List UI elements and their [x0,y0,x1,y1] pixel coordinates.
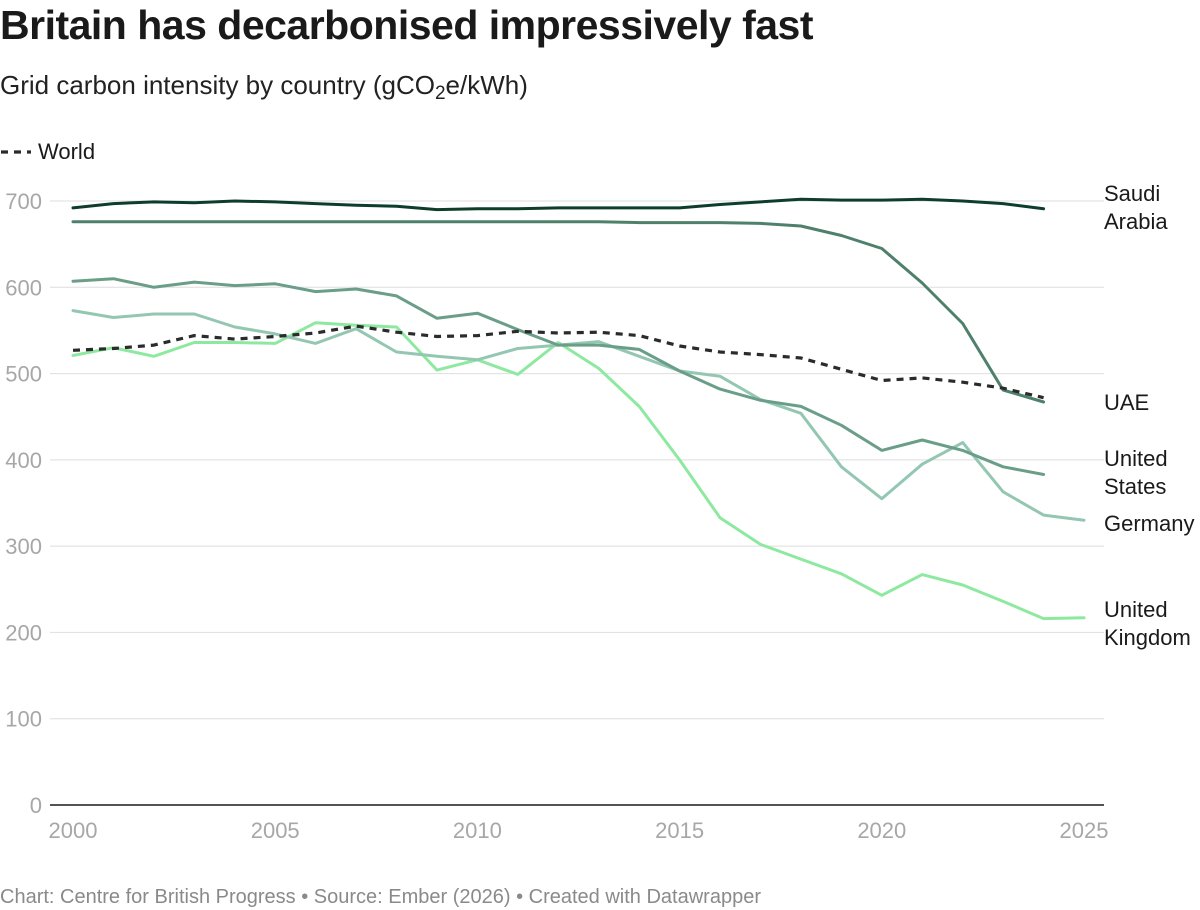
y-tick-label-700: 700 [5,189,42,214]
y-tick-label-300: 300 [5,534,42,559]
chart-title: Britain has decarbonised impressively fa… [0,2,814,48]
subtitle-subscript: 2 [434,83,446,104]
y-tick-label-100: 100 [5,707,42,732]
y-axis-ticks: 0 100 200 300 400 500 600 700 [5,189,42,818]
series-line-united-kingdom [71,321,1086,621]
series-line-saudi-arabia [71,197,1046,212]
chart-subtitle: Grid carbon intensity by country (gCO2e/… [0,70,528,104]
x-tick-label-2015: 2015 [655,818,704,843]
end-label-uae: UAE [1104,390,1149,415]
end-label-saudi-arabia: Saudi Arabia [1104,181,1168,234]
series-line-world [72,324,1044,400]
chart-footer: Chart: Centre for British Progress • Sou… [0,886,761,908]
end-label-united-kingdom: United Kingdom [1104,597,1191,650]
y-tick-label-600: 600 [5,275,42,300]
x-tick-label-2000: 2000 [49,818,98,843]
y-tick-label-500: 500 [5,362,42,387]
x-tick-label-2010: 2010 [453,818,502,843]
legend-label-world: World [38,139,96,164]
legend-dashed-line-icon [1,150,31,154]
end-label-united-states: United States [1104,446,1168,499]
series-line-uae [71,220,1046,404]
gridlines [50,200,1104,806]
y-tick-label-400: 400 [5,448,42,473]
y-tick-label-0: 0 [30,793,42,818]
x-tick-label-2025: 2025 [1060,818,1109,843]
series-line-united-states [71,277,1046,476]
subtitle-text: Grid carbon intensity by country (gCO [0,70,435,100]
x-tick-label-2020: 2020 [857,818,906,843]
legend: World [0,139,95,165]
x-tick-label-2005: 2005 [251,818,300,843]
series-end-labels: Saudi Arabia UAE United States Germany United K… [1104,181,1194,650]
end-label-germany: Germany [1104,511,1194,536]
series-line-germany [71,309,1086,522]
series-lines [71,197,1086,621]
y-tick-label-200: 200 [5,620,42,645]
subtitle-unit: e/kWh) [445,70,528,100]
x-axis-ticks: 2000 2005 2010 2015 2020 2025 [49,818,1109,843]
